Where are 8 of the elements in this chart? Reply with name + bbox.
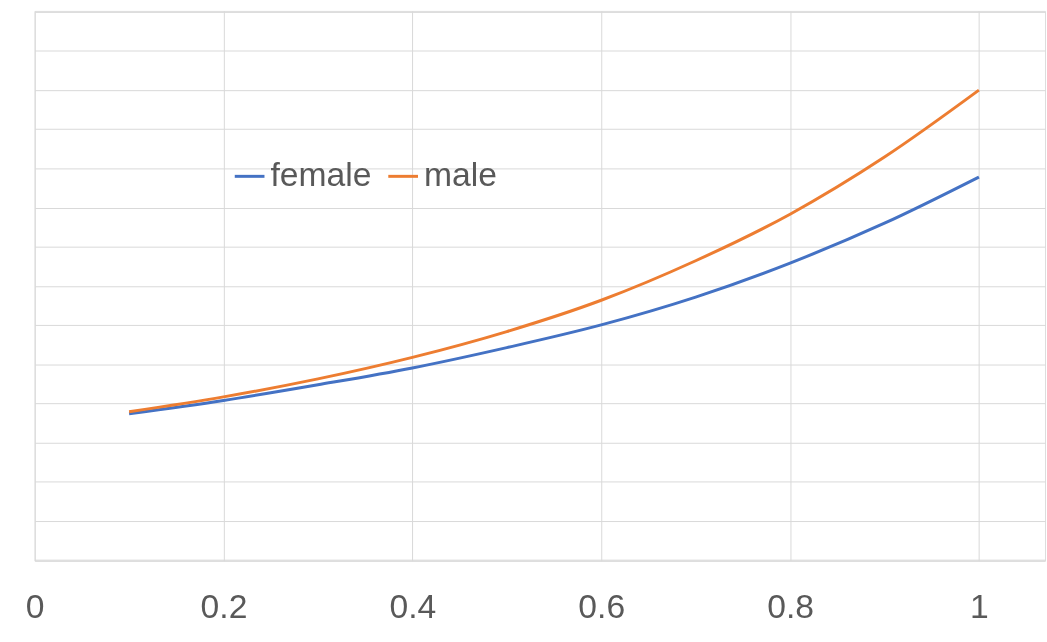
x-tick-label: 0.2	[200, 587, 248, 625]
x-tick-label: 0.6	[578, 587, 626, 625]
x-tick-label: 0	[25, 587, 45, 625]
x-tick-label: 0.8	[767, 587, 814, 625]
legend-label: female	[270, 156, 372, 194]
legend-label: male	[423, 156, 497, 194]
x-tick-label: 0.4	[389, 587, 437, 625]
x-tick-label: 1	[970, 587, 989, 625]
